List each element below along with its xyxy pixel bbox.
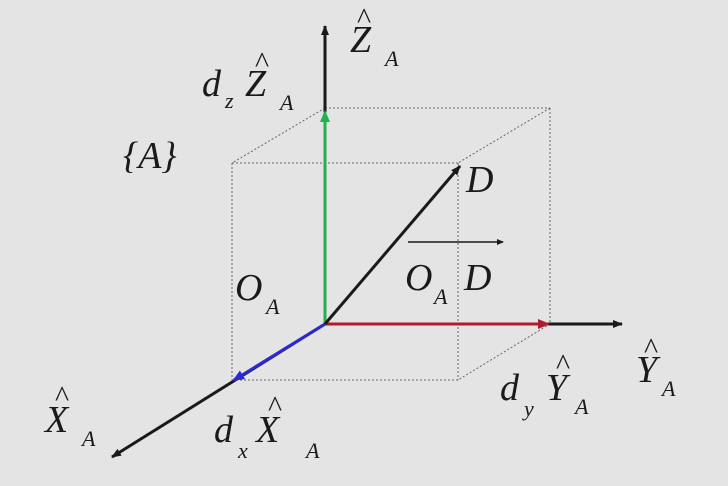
position-vector-od	[323, 165, 462, 325]
origin-letter: O	[235, 267, 262, 309]
x-axis-letter: X	[43, 399, 70, 441]
frame-label: {A}	[123, 135, 177, 177]
y-axis-letter: Y	[636, 349, 661, 391]
point-d-label: D	[465, 159, 493, 201]
origin-label: O A	[235, 267, 280, 319]
x-component-label: d x ^ X A	[214, 390, 320, 463]
z-axis-letter: Z	[350, 19, 372, 61]
vector-label: O A D	[405, 257, 491, 309]
x-coef: d	[214, 409, 234, 451]
vector-from: O	[405, 257, 432, 299]
x-comp-subscript: A	[304, 438, 320, 463]
y-coef: d	[500, 367, 520, 409]
origin-subscript: A	[264, 294, 280, 319]
z-axis-label: ^ Z A	[350, 2, 399, 71]
x-comp-hat: ^	[268, 390, 282, 423]
y-axis-subscript: A	[660, 376, 676, 401]
z-comp-hat: ^	[255, 46, 269, 79]
y-axis-label: ^ Y A	[636, 332, 676, 401]
y-comp-letter: Y	[546, 367, 571, 409]
z-coef-subscript: z	[224, 88, 234, 113]
vector-to: D	[463, 257, 491, 299]
x-coef-subscript: x	[237, 438, 248, 463]
y-component-label: d y ^ Y A	[500, 348, 589, 421]
z-hat: ^	[357, 2, 371, 35]
x-axis-label: ^ X A	[43, 380, 96, 451]
x-hat: ^	[55, 380, 69, 413]
z-axis-subscript: A	[383, 46, 399, 71]
z-comp-letter: Z	[245, 63, 267, 105]
y-hat: ^	[644, 332, 658, 365]
z-comp-subscript: A	[278, 90, 294, 115]
y-comp-subscript: A	[573, 394, 589, 419]
y-coef-subscript: y	[522, 396, 534, 421]
z-component-label: d z ^ Z A	[202, 46, 294, 115]
x-component-vector	[232, 322, 326, 382]
vector-from-subscript: A	[432, 284, 448, 309]
x-axis-subscript: A	[80, 426, 96, 451]
z-coef: d	[202, 63, 222, 105]
bounding-box	[231, 107, 551, 381]
y-comp-hat: ^	[556, 348, 570, 381]
x-comp-letter: X	[254, 409, 281, 451]
